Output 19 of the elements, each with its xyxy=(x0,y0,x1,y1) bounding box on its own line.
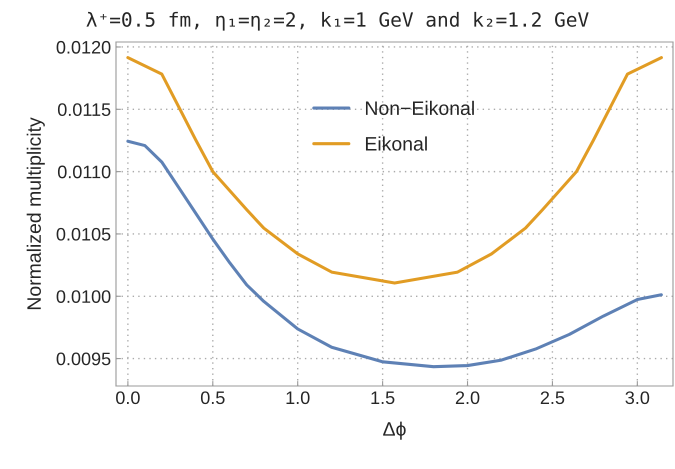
x-axis-title: Δϕ xyxy=(383,422,406,440)
chart-title: λ⁺=0.5 fm, η₁=η₂=2, k₁=1 GeV and k₂=1.2 GeV xyxy=(86,12,589,31)
x-tick-label: 3.0 xyxy=(625,391,650,404)
x-tick-label: 2.5 xyxy=(540,391,564,404)
y-tick-label: 0.0095 xyxy=(56,352,110,366)
x-tick-label: 1.0 xyxy=(286,391,310,404)
y-axis-title: Normalized multiplicity xyxy=(26,117,45,310)
legend-label: Non−Eikonal xyxy=(366,100,474,116)
y-tick-label: 0.0105 xyxy=(56,228,110,241)
x-tick-label: 2.0 xyxy=(456,391,480,404)
line-series xyxy=(126,56,663,285)
y-tick-label: 0.0100 xyxy=(56,290,110,303)
x-tick-label: 0.0 xyxy=(116,391,140,404)
legend-label: Eikonal xyxy=(366,136,427,151)
x-tick-label: 1.5 xyxy=(371,392,394,404)
y-tick-label: 0.0115 xyxy=(58,103,110,116)
y-tick-label: 0.0110 xyxy=(58,166,110,178)
y-tick-label: 0.0120 xyxy=(56,40,110,54)
x-tick-label: 0.5 xyxy=(200,391,225,404)
